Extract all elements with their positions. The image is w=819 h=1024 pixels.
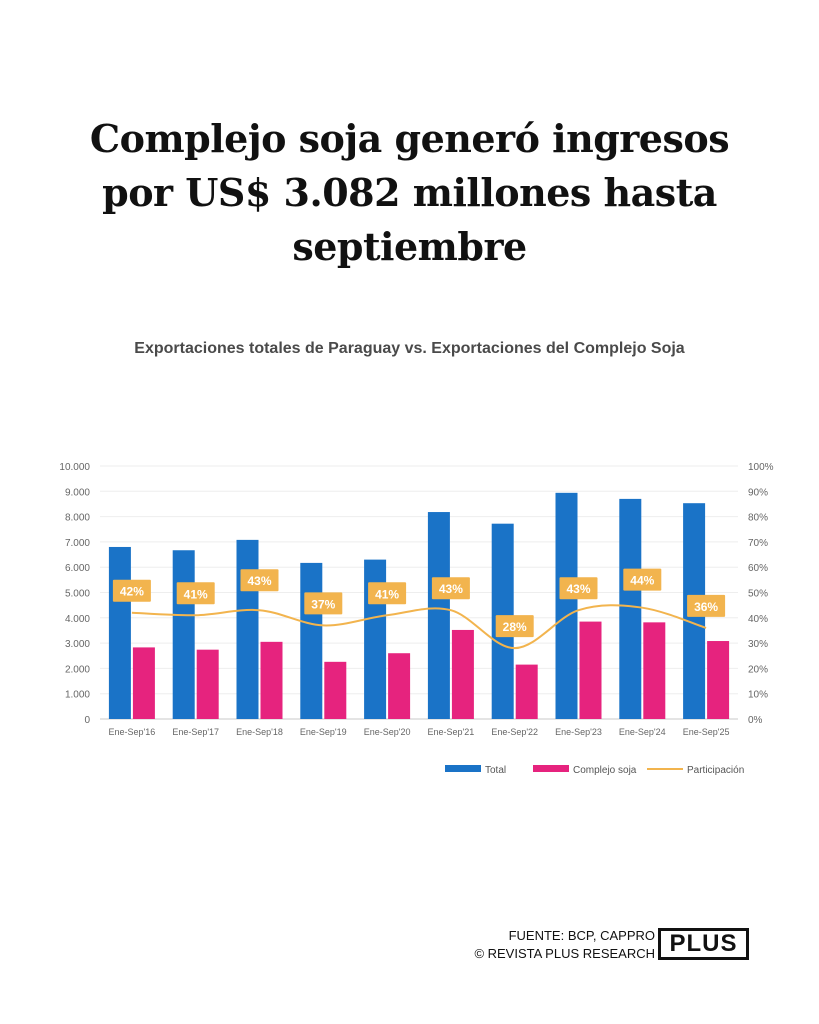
y-right-tick-label: 10% xyxy=(748,690,768,701)
legend-swatch xyxy=(445,765,481,772)
y-left-tick-label: 2.000 xyxy=(65,664,90,675)
participacion-label-box xyxy=(495,615,534,638)
y-right-tick-label: 30% xyxy=(748,639,768,650)
x-tick-label: Ene-Sep'24 xyxy=(619,727,666,737)
participacion-label: 43% xyxy=(566,582,590,596)
bar-complejo-soja xyxy=(196,649,219,719)
bar-complejo-soja xyxy=(707,641,730,719)
participacion-label-box xyxy=(176,582,215,605)
x-tick-label: Ene-Sep'19 xyxy=(300,727,347,737)
bar-total xyxy=(108,546,131,719)
participacion-label-box xyxy=(304,592,343,615)
x-tick-label: Ene-Sep'25 xyxy=(683,727,730,737)
y-left-tick-label: 8.000 xyxy=(65,513,90,524)
participacion-label-box xyxy=(623,568,662,591)
bar-complejo-soja xyxy=(579,621,602,719)
y-left-tick-label: 5.000 xyxy=(65,589,90,600)
y-right-tick-label: 20% xyxy=(748,664,768,675)
y-left-tick-label: 4.000 xyxy=(65,614,90,625)
participacion-label-box xyxy=(112,579,151,602)
x-tick-label: Ene-Sep'20 xyxy=(364,727,411,737)
participacion-label: 41% xyxy=(375,587,399,601)
participacion-label-box xyxy=(368,582,407,605)
bar-complejo-soja xyxy=(515,664,538,719)
bar-complejo-soja xyxy=(132,647,155,719)
bar-total xyxy=(300,562,323,719)
y-left-tick-label: 6.000 xyxy=(65,563,90,574)
participacion-label-box xyxy=(687,594,726,617)
x-tick-label: Ene-Sep'23 xyxy=(555,727,602,737)
plus-logo: PLUS xyxy=(658,928,749,960)
bar-line-chart: 0 1.000 2.000 3.000 4.000 5.000 6.000 7.000 8.00… xyxy=(59,462,774,776)
y-left-tick-label: 9.000 xyxy=(65,487,90,498)
participacion-label: 42% xyxy=(120,585,144,599)
bar-complejo-soja xyxy=(451,629,474,719)
footer: FUENTE: BCP, CAPPRO © REVISTA PLUS RESEA… xyxy=(470,927,655,963)
y-right-tick-label: 80% xyxy=(748,513,768,524)
participacion-label-box xyxy=(240,569,279,592)
participacion-label: 37% xyxy=(311,597,335,611)
bar-complejo-soja xyxy=(324,661,347,719)
bar-total xyxy=(619,498,642,719)
y-right-tick-label: 60% xyxy=(748,563,768,574)
y-left-tick-label: 7.000 xyxy=(65,538,90,549)
bar-total xyxy=(555,492,578,719)
participacion-label-box xyxy=(431,577,470,600)
x-tick-label: Ene-Sep'21 xyxy=(428,727,475,737)
x-tick-label: Ene-Sep'17 xyxy=(172,727,219,737)
headline-line-1: Complejo soja generó ingresos xyxy=(89,116,730,161)
participacion-label: 36% xyxy=(694,600,718,614)
bar-complejo-soja xyxy=(388,653,411,719)
x-tick-label: Ene-Sep'22 xyxy=(491,727,538,737)
y-right-tick-label: 40% xyxy=(748,614,768,625)
y-left-tick-label: 3.000 xyxy=(65,639,90,650)
source-text: FUENTE: BCP, CAPPRO xyxy=(508,928,655,943)
y-left-tick-label: 1.000 xyxy=(65,690,90,701)
participacion-label: 44% xyxy=(630,574,654,588)
legend-label: Total xyxy=(485,765,506,776)
participacion-label: 43% xyxy=(439,582,463,596)
participacion-label: 41% xyxy=(184,587,208,601)
legend-label: Complejo soja xyxy=(573,765,637,776)
bar-total xyxy=(172,550,195,719)
bar-total xyxy=(427,512,450,719)
bar-complejo-soja xyxy=(260,641,283,719)
headline: Complejo soja generó ingresos por US$ 3.… xyxy=(60,112,759,274)
participacion-label: 28% xyxy=(503,620,527,634)
bar-complejo-soja xyxy=(643,622,666,719)
x-tick-label: Ene-Sep'18 xyxy=(236,727,283,737)
y-left-tick-label: 10.000 xyxy=(59,462,90,473)
y-right-tick-label: 90% xyxy=(748,487,768,498)
credit-text: © REVISTA PLUS RESEARCH xyxy=(474,946,655,961)
y-right-tick-label: 100% xyxy=(748,462,774,473)
x-tick-label: Ene-Sep'16 xyxy=(109,727,156,737)
y-left-tick-label: 0 xyxy=(84,715,90,726)
y-right-tick-label: 50% xyxy=(748,589,768,600)
y-right-tick-label: 0% xyxy=(748,715,763,726)
legend-swatch xyxy=(533,765,569,772)
bar-total xyxy=(236,539,259,719)
headline-line-2: por US$ 3.082 millones hasta xyxy=(102,170,717,215)
headline-line-3: septiembre xyxy=(292,224,527,269)
participacion-line xyxy=(131,604,707,650)
participacion-label-box xyxy=(559,577,598,600)
participacion-label: 43% xyxy=(247,574,271,588)
chart-title: Exportaciones totales de Paraguay vs. Ex… xyxy=(134,340,685,357)
legend-label: Participación xyxy=(687,765,744,776)
y-right-tick-label: 70% xyxy=(748,538,768,549)
